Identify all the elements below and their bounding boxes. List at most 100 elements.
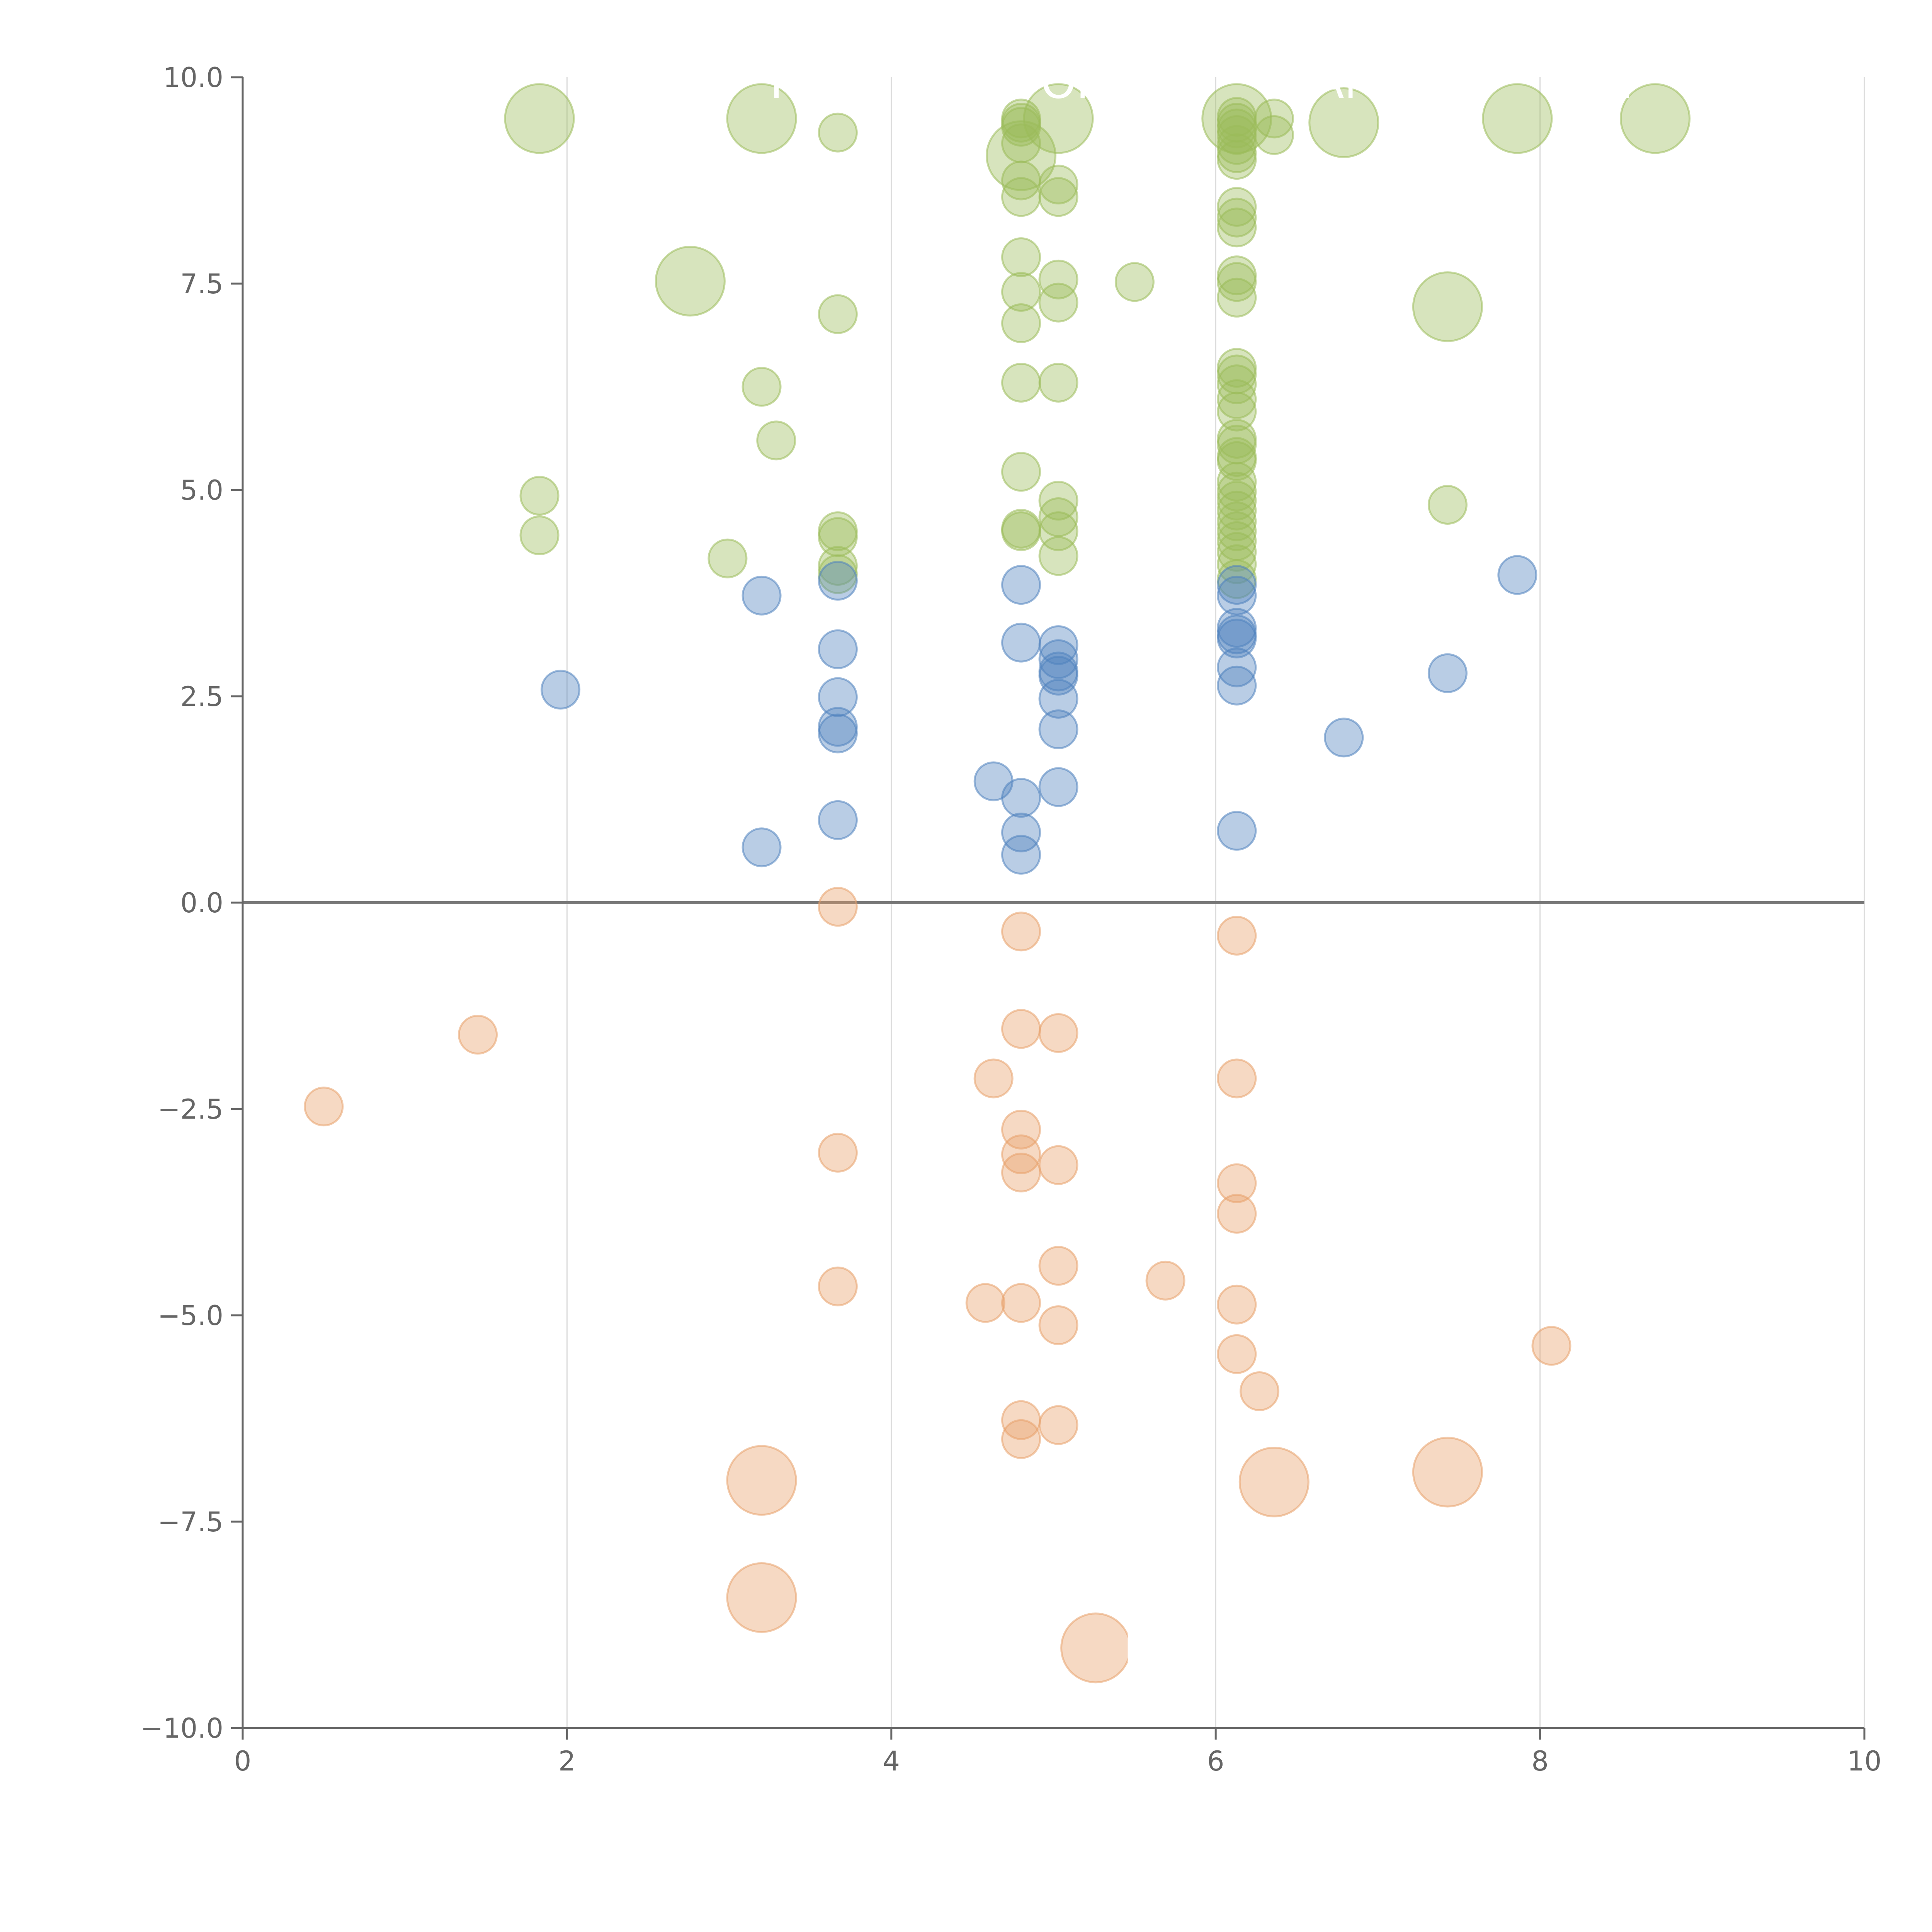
orange-point (1060, 1612, 1131, 1684)
green-point (1114, 262, 1155, 302)
green-point (1217, 379, 1257, 419)
green-point (818, 546, 858, 586)
blue-point (818, 561, 858, 601)
green-point (1023, 83, 1094, 154)
green-point (1001, 362, 1041, 403)
y-tick-label: −2.5 (158, 1094, 223, 1125)
green-point (707, 538, 748, 578)
x-tick-label: 4 (883, 1745, 900, 1777)
blue-point (1001, 622, 1041, 663)
green-point (1217, 490, 1257, 531)
orange-point (973, 1058, 1014, 1099)
green-point (1620, 83, 1691, 154)
point-annotation: Al (1313, 55, 1357, 109)
orange-point (1217, 1284, 1257, 1325)
blue-point (1001, 812, 1041, 852)
green-point (1217, 207, 1257, 248)
orange-point (1238, 1446, 1310, 1517)
green-point (1217, 277, 1257, 318)
orange-point (1531, 1326, 1571, 1366)
blue-point (1001, 565, 1041, 605)
y-tick-label: −5.0 (158, 1300, 223, 1332)
orange-point (818, 1133, 858, 1173)
blue-point (818, 629, 858, 669)
orange-point (1038, 1145, 1078, 1185)
green-point (818, 294, 858, 334)
green-point (1427, 485, 1468, 525)
green-point (519, 476, 560, 516)
blue-point (818, 713, 858, 753)
orange-point (304, 1087, 344, 1127)
blue-point (1038, 639, 1078, 679)
green-point (1412, 271, 1483, 342)
orange-point (1001, 1283, 1041, 1323)
green-point (756, 420, 796, 461)
green-point (655, 246, 726, 317)
y-tick-label: 7.5 (180, 268, 223, 300)
green-point (818, 112, 858, 153)
y-tick-label: 2.5 (180, 681, 223, 713)
x-tick-label: 8 (1531, 1745, 1549, 1777)
x-tick-label: 10 (1847, 1745, 1881, 1777)
blue-point (742, 827, 782, 867)
green-point (1001, 237, 1041, 277)
blue-point (1038, 679, 1078, 719)
green-point (504, 83, 575, 154)
orange-point (1001, 1009, 1041, 1049)
point-annotation: Or (1041, 55, 1095, 109)
green-point (1217, 481, 1257, 521)
orange-point (818, 887, 858, 927)
orange-point (818, 1266, 858, 1306)
blue-point (1427, 653, 1468, 693)
orange-point (458, 1015, 498, 1055)
axis-ticks: 0 2 4 6 8 10 −10.0 −7.5 −5.0 −2.5 0.0 2.5 5.0 7.5 10.0 (140, 62, 1881, 1777)
green-point (1001, 272, 1041, 312)
blue-point (1217, 565, 1257, 605)
green-point (1038, 282, 1078, 323)
point-annotation: Po (770, 55, 823, 109)
orange-point (1217, 915, 1257, 956)
orange-point (1217, 1163, 1257, 1203)
green-point (1001, 452, 1041, 492)
point-annotation: P (1123, 1619, 1151, 1673)
blue-point (1038, 709, 1078, 749)
blue-point (1001, 835, 1041, 875)
orange-point (1001, 1152, 1041, 1192)
green-point (1038, 362, 1078, 403)
y-tick-label: 10.0 (163, 62, 223, 94)
blue-point (818, 800, 858, 840)
green-point (986, 120, 1057, 191)
green-point (1308, 87, 1379, 158)
green-point (1217, 441, 1257, 481)
y-tick-label: −10.0 (140, 1713, 223, 1744)
x-tick-label: 2 (558, 1745, 576, 1777)
green-point (1001, 303, 1041, 344)
scatter-points (304, 83, 1691, 1684)
green-point (1038, 536, 1078, 576)
green-point (1217, 262, 1257, 302)
orange-point (1240, 1371, 1280, 1412)
green-point (1038, 511, 1078, 551)
orange-point (965, 1283, 1005, 1323)
blue-point (818, 677, 858, 717)
green-point (1001, 99, 1041, 139)
green-point (1217, 197, 1257, 238)
x-tick-label: 6 (1207, 1745, 1225, 1777)
orange-point (1001, 912, 1041, 952)
green-point (1217, 187, 1257, 227)
green-point (1217, 544, 1257, 584)
blue-point (742, 575, 782, 616)
blue-point (1497, 555, 1537, 595)
green-point (1038, 481, 1078, 521)
orange-point (1217, 1334, 1257, 1374)
green-point (1217, 511, 1257, 551)
y-tick-label: −7.5 (158, 1506, 223, 1538)
blue-point (1038, 767, 1078, 807)
green-point (1038, 177, 1078, 217)
green-point (1001, 511, 1041, 551)
orange-point (1038, 1305, 1078, 1345)
orange-point (1038, 1246, 1078, 1286)
green-point (726, 83, 797, 154)
green-point (1482, 83, 1553, 154)
